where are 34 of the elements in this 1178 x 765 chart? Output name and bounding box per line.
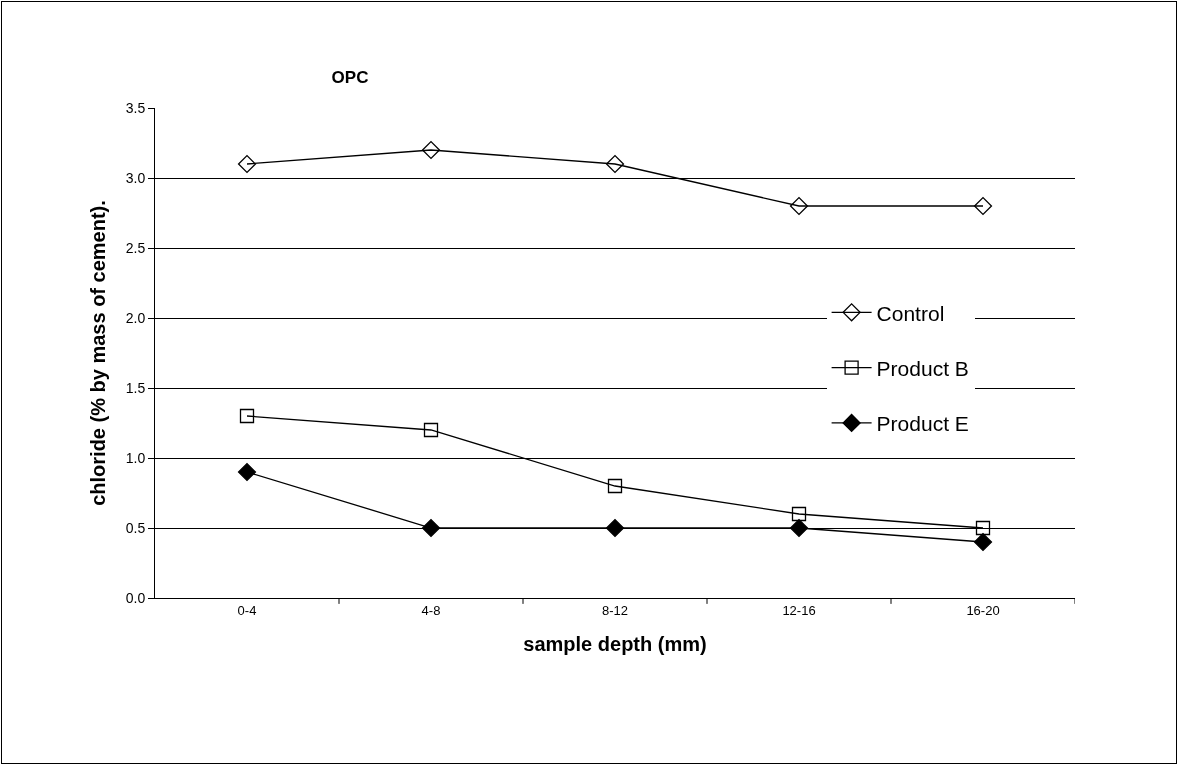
point [791,506,807,522]
x-tick-label: 0-4 [237,602,257,618]
legend-label: Product B [876,356,969,380]
point [973,196,993,216]
legend-label: Control [876,301,945,325]
y-tick-label: 0.0 [125,589,146,606]
point [607,478,623,494]
point [423,422,439,438]
point [421,518,441,538]
point [973,532,993,552]
x-tick-label: 4-8 [421,602,441,618]
y-tick-label: 0.5 [125,519,146,536]
point [237,154,257,174]
y-tick-label: 2.0 [125,309,146,326]
point [421,140,441,160]
chart-title: OPC [331,67,369,87]
y-tick-label: 1.5 [125,379,146,396]
x-tick-label: 12-16 [782,602,816,618]
legend-label: Product E [876,412,969,436]
y-tick-label: 3.5 [125,99,146,116]
x-axis-title: sample depth (mm) [523,633,707,656]
y-tick-label: 2.5 [125,239,146,256]
point [789,196,809,216]
point [239,408,255,424]
point [789,518,809,538]
x-tick-label: 16-20 [966,602,1000,618]
x-tick-label: 8-12 [601,602,629,618]
y-tick-label: 3.0 [125,169,146,186]
point [237,462,257,482]
point [605,518,625,538]
point [605,154,625,174]
y-axis-title: chloride (% by mass of cement). [87,200,110,506]
point [975,520,991,536]
y-tick-label: 1.0 [125,449,146,466]
